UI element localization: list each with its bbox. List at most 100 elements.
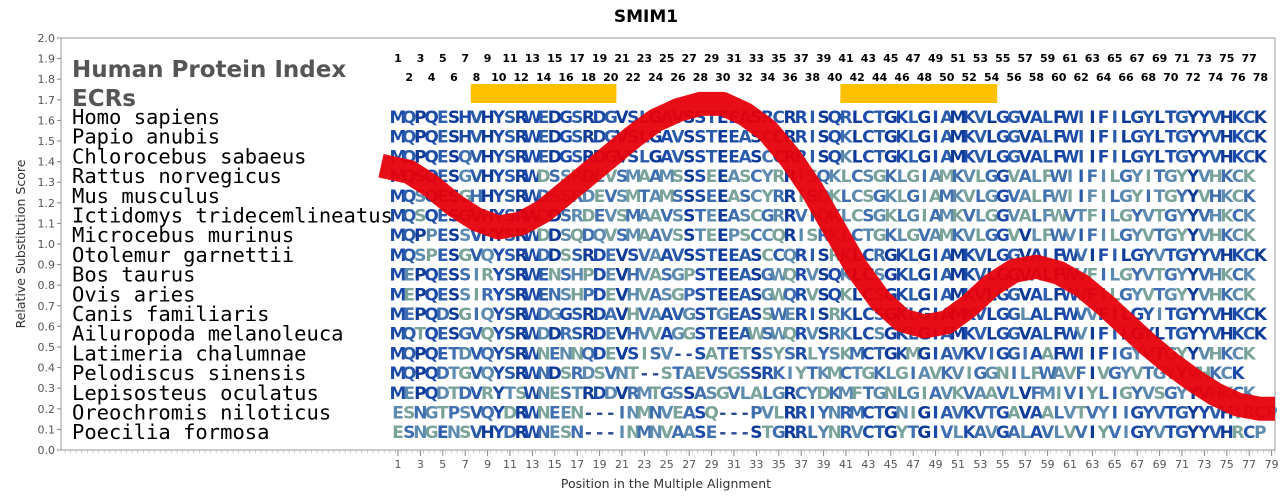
top-tick-even: 74 (1208, 71, 1224, 84)
residue: - (585, 423, 592, 443)
residue: G (425, 423, 439, 443)
residue: S (862, 167, 874, 187)
residue: S (694, 404, 706, 424)
top-tick-odd: 1 (394, 52, 402, 65)
residue: S (739, 364, 751, 384)
residue: T (1154, 266, 1166, 286)
residue: L (1042, 108, 1053, 128)
residue: Q (480, 344, 494, 364)
residue: Q (402, 207, 416, 227)
residue: I (932, 266, 938, 286)
residue: E (437, 325, 449, 345)
residue: R (783, 423, 796, 443)
residue: S (616, 187, 628, 207)
residue: S (761, 305, 773, 325)
residue: S (504, 305, 516, 325)
species-name: Ictidomys tridecemlineatus (72, 204, 393, 228)
residue: I (809, 128, 815, 148)
residue: V (671, 147, 685, 167)
residue: V (1209, 128, 1223, 148)
residue: W (1038, 364, 1057, 384)
residue: G (1164, 226, 1178, 246)
residue: M (849, 404, 866, 424)
residue: Y (794, 364, 808, 384)
residue: R (571, 207, 584, 227)
top-tick-odd: 3 (417, 52, 425, 65)
residue: E (605, 266, 617, 286)
x-tick-label: 5 (439, 458, 446, 471)
residue: I (1089, 246, 1095, 266)
residue: K (839, 147, 853, 167)
residue: V (604, 364, 618, 384)
residue: V (470, 364, 484, 384)
residue: S (661, 266, 673, 286)
residue: V (1198, 344, 1212, 364)
residue: M (636, 384, 653, 404)
top-tick-odd: 65 (1107, 52, 1122, 65)
x-tick-label: 65 (1108, 458, 1122, 471)
residue: E (549, 344, 561, 364)
residue: K (1254, 246, 1268, 266)
top-tick-even: 20 (603, 71, 619, 84)
residue: F (1087, 207, 1099, 227)
x-tick-label: 25 (660, 458, 674, 471)
residue: V (1063, 384, 1077, 404)
residue: G (917, 128, 931, 148)
residue: T (1165, 325, 1177, 345)
residue: V (806, 325, 820, 345)
residue: A (750, 384, 764, 404)
residue: I (1078, 167, 1084, 187)
top-tick-odd: 75 (1219, 52, 1234, 65)
residue: Q (704, 404, 718, 424)
top-tick-even: 32 (738, 71, 753, 84)
residue: Q (828, 285, 842, 305)
residue: D (593, 325, 607, 345)
top-tick-even: 72 (1186, 71, 1201, 84)
residue: Y (1130, 384, 1144, 404)
residue: G (1119, 344, 1133, 364)
residue: K (895, 108, 909, 128)
residue: A (739, 325, 753, 345)
residue: V (1209, 147, 1223, 167)
species-name: Mus musculus (72, 184, 220, 208)
residue: N (548, 266, 562, 286)
residue: Y (1130, 226, 1144, 246)
residue: W (1061, 147, 1080, 167)
residue: I (473, 285, 479, 305)
residue: I (921, 207, 927, 227)
residue: R (795, 246, 808, 266)
residue: - (719, 404, 726, 424)
residue: A (660, 325, 674, 345)
residue: L (1020, 305, 1031, 325)
residue: R (795, 266, 808, 286)
x-tick-label: 3 (417, 458, 424, 471)
residue: T (863, 226, 875, 246)
residue: N (447, 423, 461, 443)
residue: S (1153, 384, 1165, 404)
residue: V (951, 364, 965, 384)
top-tick-odd: 17 (570, 52, 585, 65)
residue: V (974, 404, 988, 424)
residue: A (705, 344, 719, 364)
residue: I (1145, 187, 1151, 207)
residue: T (695, 226, 707, 246)
residue: R (515, 344, 528, 364)
residue: I (932, 246, 938, 266)
residue: M (905, 344, 922, 364)
residue: G (1164, 207, 1178, 227)
residue: G (761, 266, 775, 286)
residue: H (570, 266, 584, 286)
residue: G (716, 305, 730, 325)
x-tick-label: 79 (1265, 458, 1279, 471)
residue: W (523, 246, 542, 266)
x-tick-label: 41 (839, 458, 853, 471)
x-tick-label: 19 (593, 458, 607, 471)
residue: L (1009, 384, 1020, 404)
residue: G (906, 187, 920, 207)
residue: Y (492, 108, 506, 128)
residue: A (929, 187, 943, 207)
residue: G (861, 364, 875, 384)
residue: S (448, 167, 460, 187)
residue: A (660, 246, 674, 266)
residue: S (459, 285, 471, 305)
